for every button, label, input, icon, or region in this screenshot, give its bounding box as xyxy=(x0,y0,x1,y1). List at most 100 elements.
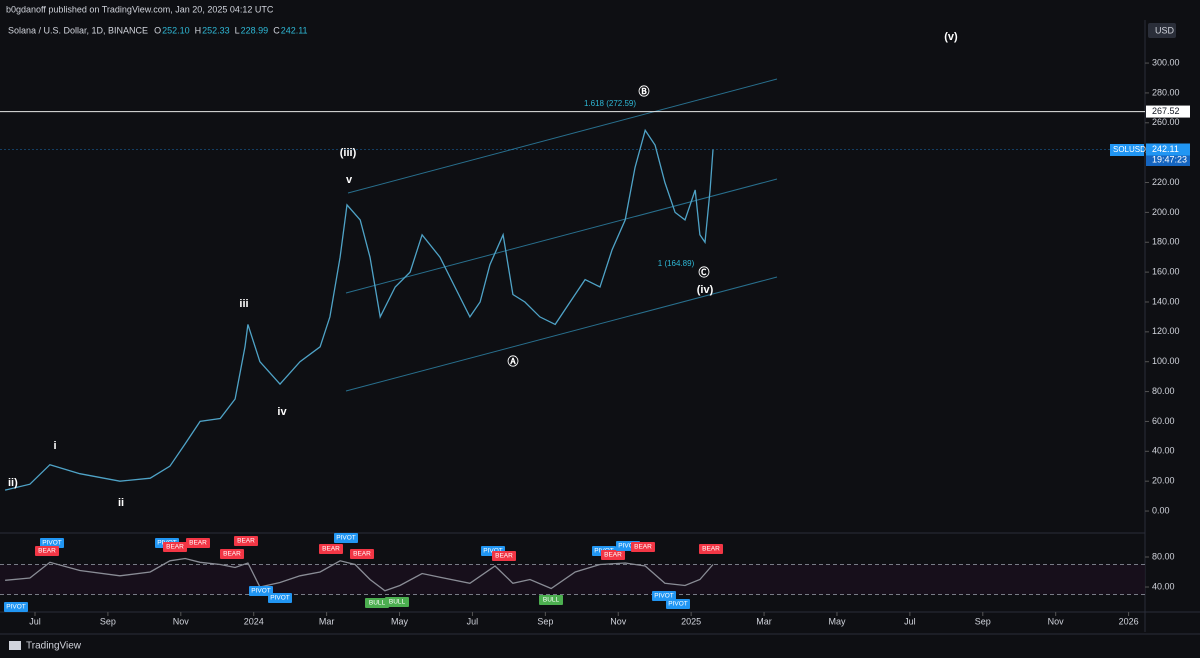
wave-label: v xyxy=(346,174,353,186)
signal-badge xyxy=(365,598,389,608)
x-tick-label: Sep xyxy=(537,616,553,626)
wave-label: iii xyxy=(239,298,248,310)
y-tick-label: 140.00 xyxy=(1152,296,1180,306)
signal-label: PIVOT xyxy=(336,535,356,542)
y-tick-label: 220.00 xyxy=(1152,177,1180,187)
x-tick-label: Mar xyxy=(319,616,335,626)
signal-badge xyxy=(40,538,64,548)
wave-label: Ⓑ xyxy=(639,84,650,98)
x-tick-label: Jul xyxy=(29,616,41,626)
indicator-y-tick-label: 80.00 xyxy=(1152,551,1175,561)
x-tick-label: 2024 xyxy=(244,616,264,626)
header: b0gdanoff published on TradingView.com, … xyxy=(6,4,274,14)
signal-label: BEAR xyxy=(634,544,652,551)
signal-label: PIVOT xyxy=(618,543,638,550)
price-line-series xyxy=(4,128,714,491)
x-tick-label: Jul xyxy=(467,616,479,626)
x-tick-label: Jul xyxy=(904,616,916,626)
channel-line xyxy=(347,78,778,194)
ohlc-key: H xyxy=(195,25,202,35)
signal-label: BEAR xyxy=(702,546,720,553)
y-tick-label: 100.00 xyxy=(1152,356,1180,366)
y-tick-label: 20.00 xyxy=(1152,476,1175,486)
countdown: 19:47:23 xyxy=(1152,154,1187,164)
wave-label: iv xyxy=(277,406,287,418)
y-tick-label: 40.00 xyxy=(1152,446,1175,456)
channel xyxy=(345,78,778,392)
signal-label: PIVOT xyxy=(6,604,26,611)
y-tick-label: 80.00 xyxy=(1152,386,1175,396)
currency: USD xyxy=(1155,25,1175,35)
symbol-badge xyxy=(1110,144,1144,156)
signal-badge xyxy=(249,586,273,596)
wave-label: 1.618 (272.59) xyxy=(584,99,636,108)
signal-badge xyxy=(539,595,563,605)
symbol-legend: Solana / U.S. Dollar, 1D, BINANCE xyxy=(8,25,148,35)
ohlc-value: 252.10 xyxy=(162,25,190,35)
signal-badge xyxy=(385,597,409,607)
signal-badge xyxy=(186,538,210,548)
signal-badge xyxy=(699,544,723,554)
signal-badge xyxy=(4,602,28,612)
signal-label: PIVOT xyxy=(654,593,674,600)
y-tick-label: 200.00 xyxy=(1152,207,1180,217)
wave-label: ii xyxy=(118,497,124,509)
y-tick-label: 280.00 xyxy=(1152,87,1180,97)
signal-label: BEAR xyxy=(166,544,184,551)
x-tick-label: Sep xyxy=(100,616,116,626)
x-tick-label: 2025 xyxy=(681,616,701,626)
x-tick-label: Nov xyxy=(1048,616,1065,626)
x-tick-label: May xyxy=(828,616,846,626)
indicator-band xyxy=(0,564,1145,595)
wave-label: (v) xyxy=(944,31,958,43)
channel-line xyxy=(345,178,778,294)
signal-label: PIVOT xyxy=(42,540,62,547)
y-tick-label: 300.00 xyxy=(1152,57,1180,67)
signal-label: BULL xyxy=(369,600,386,607)
y-tick-label: 120.00 xyxy=(1152,326,1180,336)
ohlc-key: C xyxy=(273,25,280,35)
indicator-line xyxy=(5,557,714,592)
signal-badge xyxy=(666,599,690,609)
x-tick-label: Mar xyxy=(756,616,772,626)
y-tick-label: 160.00 xyxy=(1152,266,1180,276)
signal-label: PIVOT xyxy=(251,588,271,595)
price-badge xyxy=(1146,143,1190,156)
signal-label: BULL xyxy=(543,597,560,604)
signal-badge xyxy=(220,549,244,559)
wave-label: ii) xyxy=(8,477,18,489)
y-tick-label: 60.00 xyxy=(1152,416,1175,426)
signal-badge xyxy=(234,536,258,546)
y-tick-label: 260.00 xyxy=(1152,117,1180,127)
countdown-badge xyxy=(1146,154,1190,166)
signal-badge xyxy=(492,551,516,561)
signal-badge xyxy=(350,549,374,559)
x-tick-label: May xyxy=(391,616,409,626)
signal-label: BEAR xyxy=(604,552,622,559)
ohlc-value: 228.99 xyxy=(241,25,269,35)
price-badge-label: 242.11 xyxy=(1152,144,1179,154)
x-tick-label: 2026 xyxy=(1119,616,1139,626)
signal-label: PIVOT xyxy=(668,601,688,608)
signal-label: BULL xyxy=(389,599,406,606)
x-tick-label: Nov xyxy=(610,616,627,626)
wave-label: (iv) xyxy=(697,284,714,296)
ohlc-value: 252.33 xyxy=(202,25,230,35)
x-tick-label: Sep xyxy=(975,616,991,626)
x-tick-label: Nov xyxy=(173,616,190,626)
signal-label: BEAR xyxy=(237,538,255,545)
signal-badge xyxy=(601,550,625,560)
wave-label: i xyxy=(53,440,56,452)
ohlc-key: L xyxy=(235,25,240,35)
wave-label: Ⓒ xyxy=(699,265,710,279)
y-tick-label: 0.00 xyxy=(1152,505,1170,515)
channel-line xyxy=(345,276,778,392)
ohlc-key: O xyxy=(154,25,161,35)
logo xyxy=(9,641,21,650)
signal-label: BEAR xyxy=(38,548,56,555)
signal-label: BEAR xyxy=(495,553,513,560)
signal-label: BEAR xyxy=(223,551,241,558)
signal-label: PIVOT xyxy=(270,595,290,602)
